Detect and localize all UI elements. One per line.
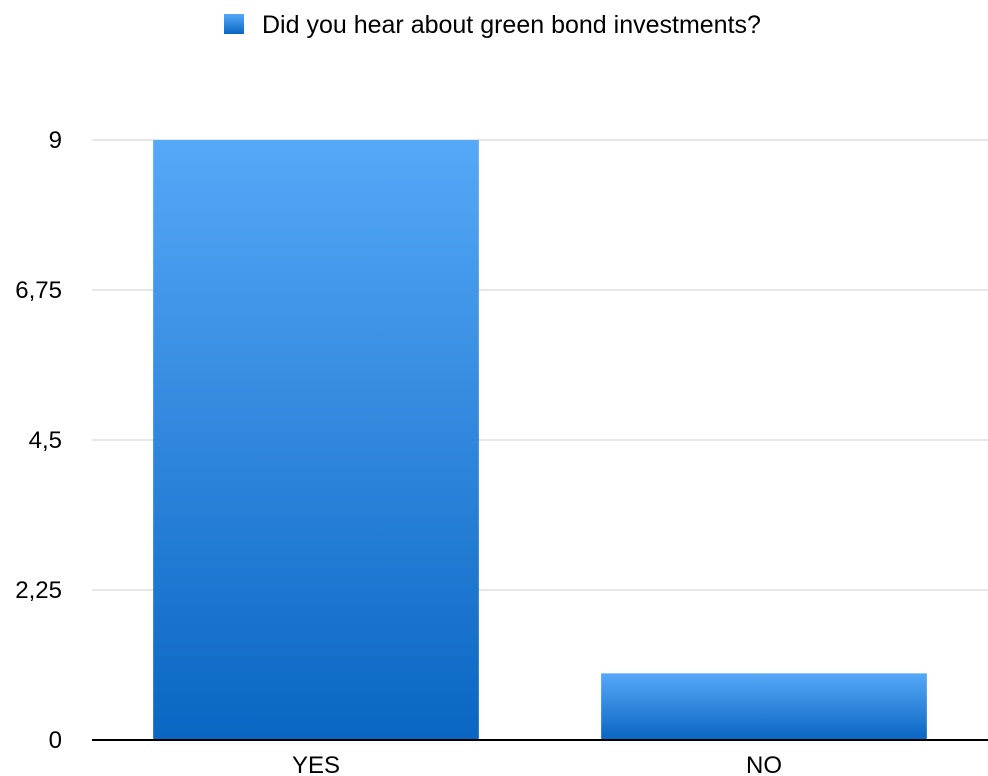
bar-no [601, 673, 927, 740]
x-axis-labels: YES NO [292, 752, 782, 776]
bars [153, 140, 927, 740]
y-tick-label: 9 [49, 127, 62, 154]
legend: Did you hear about green bond investment… [224, 11, 761, 39]
y-tick-label: 4,5 [29, 427, 62, 454]
y-axis-ticks: 0 2,25 4,5 6,75 9 [15, 127, 62, 754]
legend-label: Did you hear about green bond investment… [262, 11, 761, 39]
y-tick-label: 0 [49, 727, 62, 754]
bar-yes [153, 140, 479, 740]
legend-swatch [224, 14, 244, 34]
x-category-label-no: NO [746, 752, 782, 776]
y-tick-label: 6,75 [15, 277, 62, 304]
y-tick-label: 2,25 [15, 577, 62, 604]
x-category-label-yes: YES [292, 752, 340, 776]
